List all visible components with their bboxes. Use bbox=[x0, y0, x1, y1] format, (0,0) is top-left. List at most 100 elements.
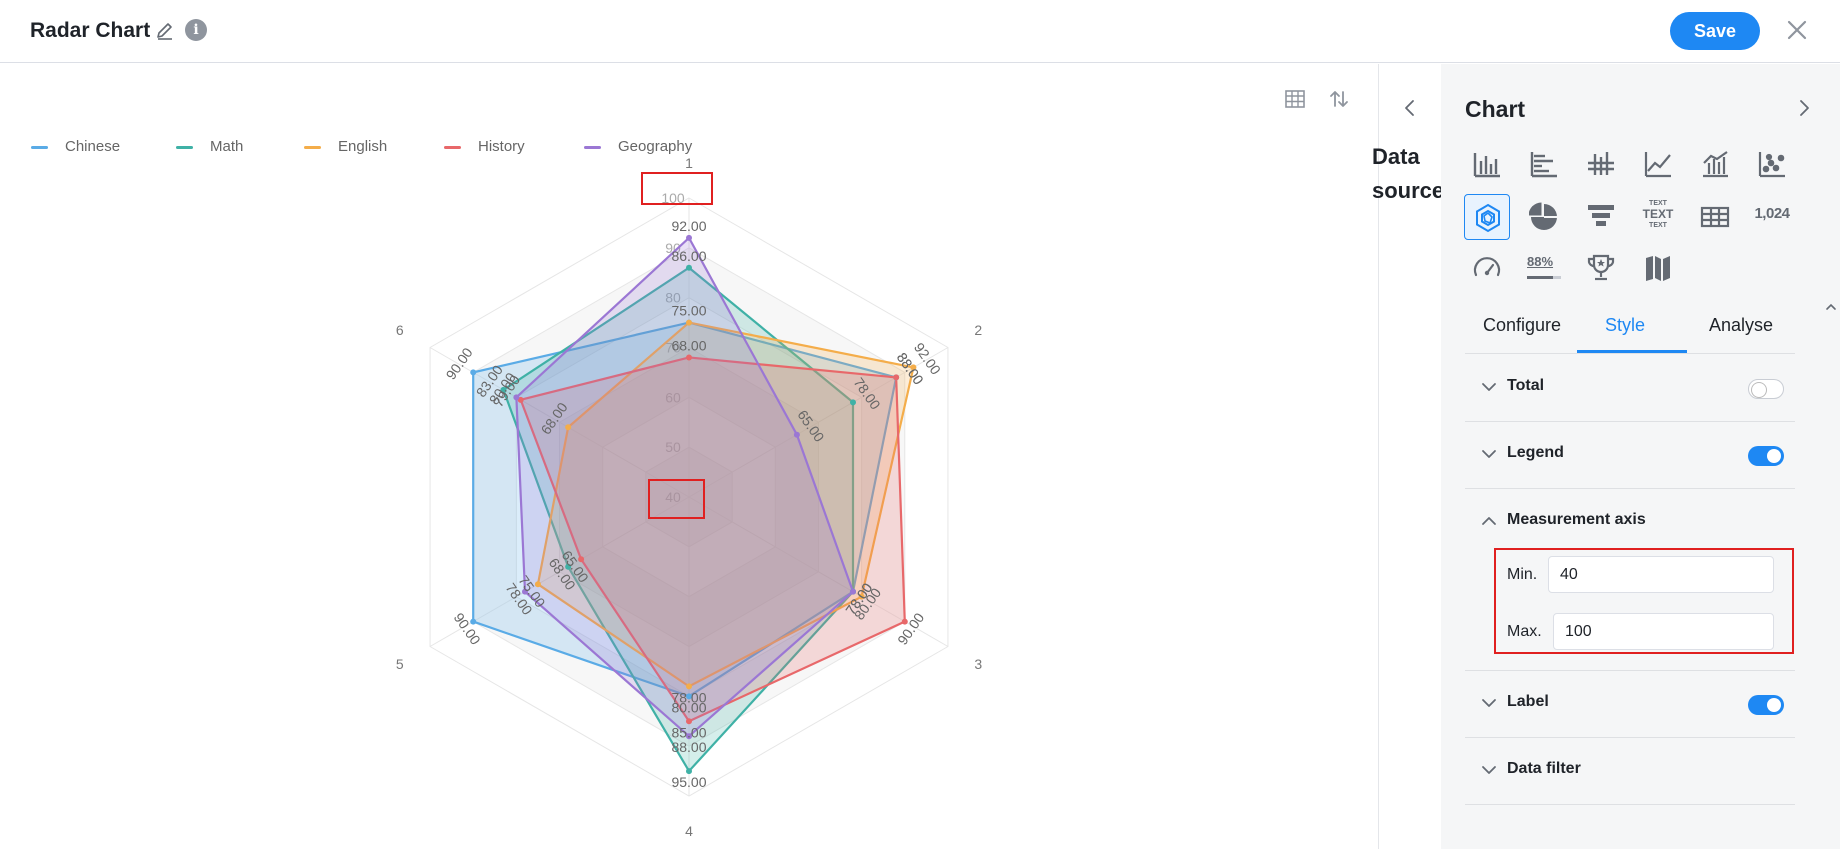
axis-tick-label: 60 bbox=[665, 389, 681, 405]
expand-right-icon[interactable] bbox=[1794, 96, 1814, 120]
section-data-filter[interactable]: Data filter bbox=[1465, 738, 1795, 805]
series-point-geography bbox=[793, 431, 800, 438]
series-point-geography bbox=[686, 733, 692, 740]
axis-tick-label: 80 bbox=[665, 290, 681, 306]
scatter-chart-icon[interactable] bbox=[1749, 141, 1795, 187]
data-source-label: Data source bbox=[1372, 144, 1442, 203]
number-icon[interactable]: 1,024 bbox=[1749, 194, 1795, 240]
horizontal-bar-icon[interactable] bbox=[1521, 141, 1567, 187]
progress-track bbox=[1527, 276, 1561, 279]
word-cloud-text: TEXT bbox=[1649, 200, 1667, 207]
category-label: 2 bbox=[974, 322, 982, 338]
progress-fill bbox=[1527, 276, 1553, 279]
legend-label: Chinese bbox=[65, 138, 121, 155]
axis-max-highlight bbox=[641, 172, 713, 205]
axis-tick-label: 40 bbox=[665, 489, 681, 505]
bar-chart-icon[interactable] bbox=[1464, 141, 1510, 187]
gauge-icon[interactable] bbox=[1464, 245, 1510, 291]
tab-analyse[interactable]: Analyse bbox=[1709, 315, 1774, 335]
series-point-english bbox=[686, 319, 692, 326]
section-label: Measurement axis bbox=[1507, 511, 1646, 528]
toggle-knob bbox=[1767, 449, 1781, 463]
label-toggle[interactable] bbox=[1748, 695, 1784, 715]
section-label: Total bbox=[1507, 377, 1545, 394]
series-point-chinese bbox=[470, 618, 477, 625]
axis-tick-label: 70 bbox=[665, 340, 681, 356]
radar-axis-line bbox=[688, 347, 949, 498]
map-icon[interactable] bbox=[1635, 245, 1681, 291]
number-icon-text: 1,024 bbox=[1754, 205, 1790, 222]
series-point-history bbox=[686, 354, 692, 361]
series-point-geography bbox=[522, 588, 529, 595]
close-icon[interactable] bbox=[1783, 16, 1811, 44]
axis-max-input[interactable]: 100 bbox=[1553, 613, 1774, 650]
funnel-chart-icon[interactable] bbox=[1578, 194, 1624, 240]
series-point-math bbox=[849, 399, 856, 406]
axis-min-input[interactable]: 40 bbox=[1548, 556, 1774, 593]
section-label: Legend bbox=[1507, 444, 1564, 461]
chevron-down-icon bbox=[1482, 766, 1496, 774]
category-label: 1 bbox=[685, 155, 693, 171]
pie-chart-icon[interactable] bbox=[1521, 194, 1567, 240]
category-label: 4 bbox=[685, 823, 693, 839]
line-chart-icon[interactable] bbox=[1635, 141, 1681, 187]
data-label: 95.00 bbox=[671, 774, 706, 790]
data-label: 86.00 bbox=[671, 248, 706, 264]
category-label: 5 bbox=[396, 656, 404, 672]
series-point-math bbox=[500, 386, 507, 393]
series-point-math bbox=[565, 563, 572, 570]
ranking-icon[interactable] bbox=[1578, 245, 1624, 291]
table-icon[interactable] bbox=[1692, 194, 1738, 240]
legend-swatch bbox=[584, 146, 601, 149]
radar-chart-icon[interactable] bbox=[1464, 194, 1510, 240]
series-point-english bbox=[534, 581, 541, 588]
stacked-bar-icon[interactable] bbox=[1578, 141, 1624, 187]
data-label: 80.00 bbox=[671, 699, 706, 715]
axis-tick-label: 50 bbox=[665, 439, 681, 455]
section-label: Data filter bbox=[1507, 760, 1581, 777]
scroll-up-icon[interactable] bbox=[1824, 300, 1838, 314]
legend-swatch bbox=[176, 146, 193, 149]
data-label: 68.00 bbox=[671, 337, 706, 353]
word-cloud-text: TEXT bbox=[1649, 222, 1667, 229]
table-view-icon[interactable] bbox=[1282, 86, 1308, 112]
series-point-math bbox=[686, 768, 692, 775]
settings-tabs: Configure Style Analyse bbox=[1465, 300, 1795, 354]
panel-title: Chart bbox=[1465, 96, 1526, 122]
data-label: 78.00 bbox=[671, 689, 706, 705]
series-point-english bbox=[565, 424, 572, 431]
section-label-settings[interactable]: Label bbox=[1465, 671, 1795, 738]
tab-style[interactable]: Style bbox=[1605, 315, 1646, 335]
collapse-left-icon[interactable] bbox=[1400, 96, 1420, 120]
progress-icon[interactable]: 88% bbox=[1521, 245, 1567, 291]
section-total[interactable]: Total bbox=[1465, 355, 1795, 422]
word-cloud-icon[interactable]: TEXT TEXT TEXT bbox=[1635, 194, 1681, 240]
max-label: Max. bbox=[1507, 623, 1542, 640]
info-icon[interactable]: i bbox=[185, 19, 207, 41]
edit-icon[interactable] bbox=[154, 20, 176, 42]
data-label: 88.00 bbox=[671, 739, 706, 755]
category-label: 3 bbox=[974, 656, 982, 672]
series-point-geography bbox=[849, 588, 856, 595]
series-point-english bbox=[858, 593, 865, 600]
header-bar: Radar Chart i Save bbox=[0, 0, 1840, 63]
sort-icon[interactable] bbox=[1326, 86, 1352, 112]
legend-label: History bbox=[478, 138, 525, 155]
legend-swatch bbox=[444, 146, 461, 149]
toggle-knob bbox=[1767, 698, 1781, 712]
combo-chart-icon[interactable] bbox=[1692, 141, 1738, 187]
legend-toggle[interactable] bbox=[1748, 446, 1784, 466]
total-toggle[interactable] bbox=[1748, 379, 1784, 399]
save-button[interactable]: Save bbox=[1670, 12, 1760, 50]
axis-range-highlight: Min. 40 Max. 100 bbox=[1494, 548, 1794, 654]
series-point-chinese bbox=[686, 693, 692, 700]
chevron-up-icon bbox=[1482, 517, 1496, 525]
series-point-english bbox=[910, 364, 917, 371]
legend-label: English bbox=[338, 138, 388, 155]
series-point-history bbox=[901, 618, 908, 625]
section-legend[interactable]: Legend bbox=[1465, 422, 1795, 489]
section-measurement-axis[interactable]: Measurement axis bbox=[1465, 489, 1795, 671]
legend-swatch bbox=[304, 146, 321, 149]
tab-configure[interactable]: Configure bbox=[1483, 315, 1562, 335]
legend-label: Geography bbox=[618, 138, 693, 155]
